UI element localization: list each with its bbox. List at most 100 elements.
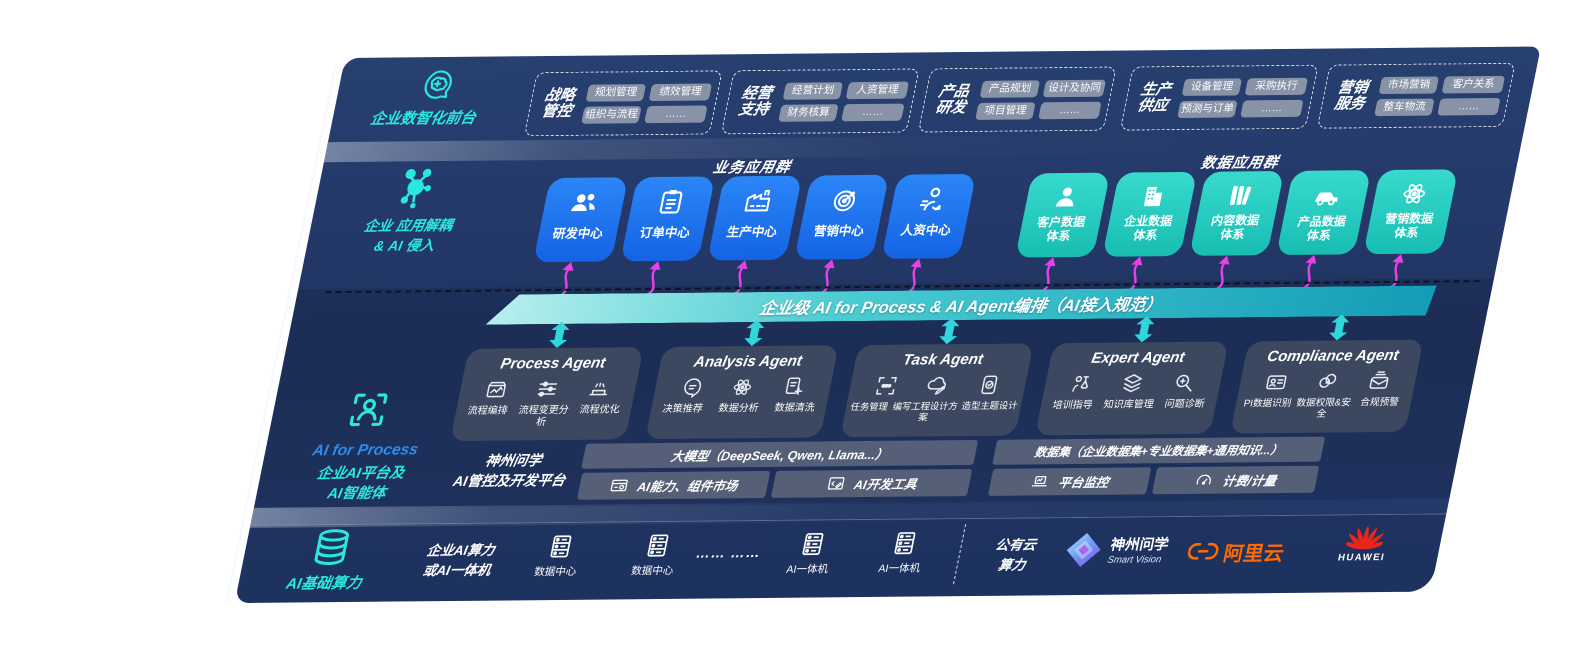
module-pill: 财务核算 [778, 103, 839, 122]
id-card-icon [1266, 375, 1287, 390]
double-arrow-icon [549, 321, 570, 348]
clipboard-icon [659, 189, 683, 214]
dev-tools-icon [827, 477, 845, 490]
enterprise-compute-label: 企业AI算力 或AI一体机 [421, 542, 497, 579]
agent-item-label: 知识库管理 [1102, 399, 1155, 411]
group-pills: 市场营销 客户关系 整车物流 …… [1374, 75, 1506, 116]
module-pill: 采购执行 [1244, 77, 1309, 95]
billing-bar: 计费/计量 [1151, 465, 1320, 495]
module-pill: 组织与流程 [581, 105, 642, 124]
atom-icon [1403, 184, 1426, 204]
group-product: 产品 研发 产品规划 设计及协同 项目管理 …… [917, 66, 1117, 133]
node-label: 数据中心 [533, 565, 578, 579]
module-pill: …… [644, 105, 708, 123]
tile-enterprise-data: 企业数据 体系 [1102, 171, 1198, 257]
agent-title: Analysis Agent [692, 352, 804, 371]
compliance-agent-card: Compliance Agent PI数据识别 数据权限&安全 合规预警 [1230, 339, 1424, 434]
group-pills: 设备管理 采购执行 预测与订单 …… [1177, 77, 1309, 118]
task-grid-icon [876, 376, 898, 395]
tile-label: 生产中心 [725, 224, 779, 240]
group-marketing: 营销 服务 市场营销 客户关系 整车物流 …… [1316, 62, 1516, 129]
billing-bar-label: 计费/计量 [1221, 474, 1278, 489]
datacenter-node: 数据中心 [515, 533, 602, 580]
front-office-label: 企业数智化前台 [368, 109, 478, 128]
sliders-icon [538, 381, 558, 397]
factory-icon [744, 189, 771, 212]
smartvision-logo: 神州问学 Smart Vision [1062, 531, 1171, 568]
module-pill: …… [1437, 97, 1501, 116]
double-arrow-icon [744, 320, 765, 347]
ai-appliance-node: AI一体机 [767, 530, 854, 577]
module-pill: 人资管理 [845, 81, 910, 99]
agent-item-label: 流程编排 [466, 405, 509, 417]
dataset-bar: 数据集（企业数据集+专业数据集+通用知识...） [992, 436, 1326, 465]
alert-mail-icon [1369, 371, 1389, 389]
tile-marketing-center: 营销中心 [794, 174, 890, 260]
group-pills: 经营计划 人资管理 财务核算 …… [778, 81, 910, 122]
group-label: 营销 服务 [1332, 78, 1370, 113]
tile-label: 人资中心 [899, 223, 953, 238]
agent-title: Compliance Agent [1265, 346, 1401, 366]
ai-for-process-label: AI for Process [311, 441, 420, 460]
group-label: 经营 支持 [736, 84, 774, 119]
hr-people-icon [919, 187, 941, 211]
capability-bar: AI能力、组件市场 [576, 470, 771, 500]
agent-item-label: 编写工程设计方案 [891, 401, 959, 423]
smartvision-en-label: Smart Vision [1106, 554, 1163, 566]
huawei-logo: HUAWEI [1328, 522, 1400, 564]
tile-label: 企业数据 体系 [1122, 214, 1174, 243]
process-agent-card: Process Agent 流程编排 流程变更分析 流程优化 [450, 347, 644, 442]
database-icon [314, 529, 350, 566]
training-icon [1072, 375, 1090, 392]
monitor-bar-label: 平台监控 [1056, 475, 1110, 491]
group-label: 生产 供应 [1135, 80, 1173, 115]
platform-label: 神州问学 AI管控及开发平台 [451, 452, 567, 490]
group-pills: 产品规划 设计及协同 项目管理 …… [975, 79, 1107, 120]
smartvision-diamond-icon [1066, 532, 1101, 567]
agent-item-label: 合规预警 [1359, 396, 1400, 409]
module-pill: 产品规划 [979, 79, 1041, 98]
tile-label: 订单中心 [638, 225, 692, 241]
decision-head-icon [684, 378, 702, 399]
team-icon [570, 193, 595, 212]
dataset-bar-label: 数据集（企业数据集+专业数据集+通用知识...） [1033, 443, 1284, 460]
module-pill: 规划管理 [585, 83, 647, 102]
database-icon [307, 526, 356, 568]
module-pill: …… [1038, 101, 1102, 119]
billing-gauge-icon [1197, 474, 1212, 485]
agent-item-label: 任务管理 [849, 401, 889, 413]
tile-label: 营销中心 [812, 224, 866, 239]
monitor-bar: 平台监控 [987, 467, 1152, 496]
group-pills: 规划管理 绩效管理 组织与流程 …… [581, 82, 713, 124]
layer-shelf-1 [323, 130, 1524, 163]
component-market-icon [610, 479, 628, 492]
tile-label: 研发中心 [551, 226, 605, 242]
devtools-bar-label: AI开发工具 [852, 477, 918, 493]
smartvision-cn-label: 神州问学 [1108, 537, 1171, 554]
module-pill: 市场营销 [1378, 75, 1440, 94]
layers-icon [1123, 374, 1143, 393]
agent-title: Task Agent [901, 350, 985, 369]
platform-monitor-icon [1031, 476, 1047, 487]
diagnose-icon [1176, 374, 1192, 392]
ai-appliance-node: AI一体机 [859, 529, 946, 576]
aliyun-logo: 阿里云 [1185, 537, 1287, 567]
tile-hr-center: 人资中心 [881, 173, 977, 259]
double-arrow-icon [1329, 314, 1350, 341]
tile-marketing-data: 营销数据 体系 [1363, 169, 1459, 255]
content-files-icon [1229, 186, 1252, 205]
module-pill: 绩效管理 [648, 82, 713, 101]
module-pill: 设备管理 [1181, 77, 1243, 96]
tile-product-data: 产品数据 体系 [1276, 170, 1372, 256]
module-pill: …… [841, 103, 905, 121]
expert-agent-card: Expert Agent 培训指导 知识库管理 问题诊断 [1035, 341, 1229, 436]
model-bar-label: 大模型（DeepSeek, Qwen, Llama...） [669, 447, 890, 464]
tile-content-data: 内容数据 体系 [1189, 170, 1285, 256]
customer-icon [1055, 187, 1074, 207]
group-production: 生产 供应 设备管理 采购执行 预测与订单 …… [1119, 64, 1319, 131]
permission-icon [1319, 373, 1337, 388]
double-arrow-icon [1134, 316, 1155, 343]
agent-title: Expert Agent [1089, 348, 1187, 367]
architecture-panel: 企业数智化前台 战略 管控 规划管理 绩效管理 组织与流程 …… 经营 支持 经营计… [225, 46, 1541, 604]
